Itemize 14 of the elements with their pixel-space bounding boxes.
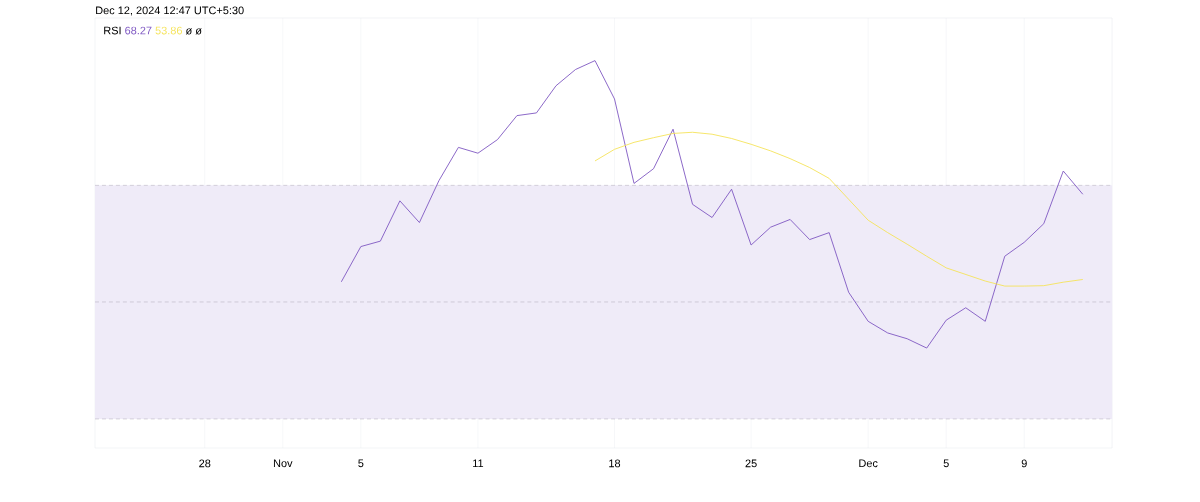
text: ø ø [185, 28, 202, 35]
x-tick-label: 28 [199, 459, 211, 468]
text: 68.27 [125, 26, 152, 35]
chart-title: RSI [104, 26, 121, 35]
x-tick-label: 9 [1021, 459, 1027, 468]
x-tick-label: 18 [609, 459, 621, 468]
x-tick-label: 5 [943, 459, 949, 468]
x-tick-label: Dec [859, 459, 878, 468]
x-tick-label: 11 [473, 459, 484, 468]
x-tick-label: Nov [273, 459, 293, 468]
x-tick-label: 25 [745, 459, 757, 468]
text: 53.86 [155, 26, 183, 35]
text: Dec 12, 2024 12:47 UTC+5:30 [96, 6, 244, 16]
x-tick-label: 5 [358, 459, 364, 468]
